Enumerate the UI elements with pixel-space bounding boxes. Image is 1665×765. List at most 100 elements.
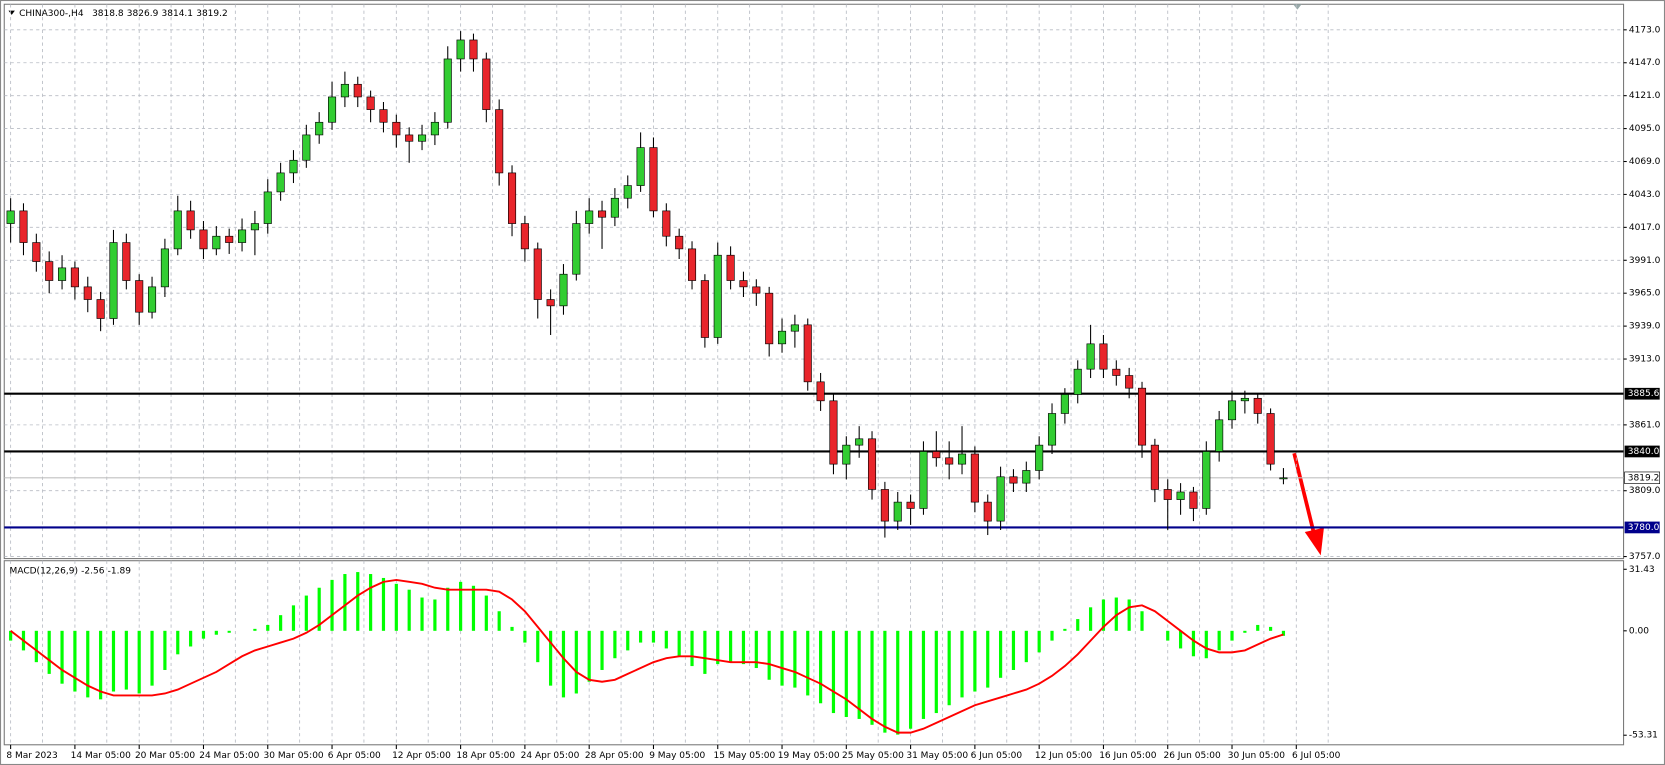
macd-bar: [1063, 628, 1067, 631]
macd-bar: [330, 579, 334, 631]
candle-body: [945, 457, 954, 465]
candle-body: [366, 96, 375, 110]
macd-bar: [703, 630, 707, 674]
macd-bar: [9, 630, 13, 641]
macd-bar: [1024, 630, 1028, 663]
candle-body: [109, 242, 118, 319]
macd-bar: [549, 630, 553, 686]
candle-body: [649, 147, 658, 212]
candle-body: [328, 96, 337, 123]
macd-bar: [253, 628, 257, 631]
macd-bar: [729, 630, 733, 663]
candle-body: [443, 58, 452, 123]
macd-bar: [1011, 630, 1016, 670]
candle-body: [893, 501, 902, 522]
candle-body: [842, 444, 851, 465]
candle-body: [726, 254, 735, 281]
header-part: 3818.8: [92, 8, 124, 18]
y-tick-label: 3991.0: [1629, 256, 1661, 266]
signal-value: -1.89: [108, 566, 132, 576]
macd-bar: [86, 630, 90, 698]
candle-body: [186, 210, 195, 231]
macd-bar: [1268, 626, 1273, 631]
candle-body: [559, 273, 568, 307]
macd-bar: [510, 626, 514, 631]
macd-bar: [1217, 630, 1221, 651]
macd-bar: [471, 585, 476, 631]
macd-bar: [934, 630, 938, 714]
macd-bar: [1037, 630, 1041, 653]
candle-body: [713, 254, 722, 338]
macd-bar: [960, 630, 964, 698]
header-part: 3814.1: [162, 8, 194, 18]
x-tick-label: 14 Mar 05:00: [71, 751, 131, 761]
macd-bar: [690, 630, 694, 667]
macd-bar: [343, 574, 347, 631]
macd-bar: [420, 597, 424, 631]
macd-bar: [819, 630, 823, 704]
macd-bar: [124, 630, 128, 690]
macd-bar: [1256, 624, 1260, 631]
macd-bar: [1230, 630, 1234, 641]
macd-bar: [1243, 630, 1247, 633]
x-tick-label: 12 Jun 05:00: [1035, 751, 1092, 761]
candle-body: [1150, 444, 1159, 490]
x-tick-label: 6 Jul 05:00: [1292, 751, 1341, 761]
level-label-box: [1624, 445, 1660, 458]
candle-body: [1163, 489, 1172, 500]
macd-bar: [163, 630, 167, 670]
candle-body: [289, 159, 298, 174]
candle-body: [276, 172, 285, 193]
macd-bar: [381, 577, 386, 631]
candle-body: [508, 172, 517, 224]
candle-body: [495, 109, 504, 174]
candle-body: [469, 39, 478, 60]
macd-bar: [999, 630, 1003, 678]
candle-body: [970, 453, 979, 503]
macd-bar: [909, 630, 913, 729]
macd-bar: [921, 630, 926, 719]
y-tick-label: 4147.0: [1629, 58, 1661, 68]
macd-bar: [317, 587, 321, 631]
macd-bar: [60, 630, 64, 684]
y-tick-label: 31.43: [1629, 565, 1655, 575]
y-tick-label: 4121.0: [1629, 91, 1661, 101]
y-tick-label: 3757.0: [1629, 552, 1661, 562]
collapse-icon[interactable]: [8, 10, 15, 15]
candle-body: [1035, 444, 1044, 471]
candle-body: [623, 185, 632, 199]
candle-body: [392, 121, 401, 136]
candle-body: [957, 453, 967, 465]
macd-bar: [227, 630, 231, 633]
macd-bar: [189, 630, 193, 647]
macd-bar: [214, 630, 218, 635]
y-tick-label: 3913.0: [1629, 355, 1661, 365]
candle-body: [135, 280, 144, 313]
macd-bar: [587, 630, 591, 682]
candle-body: [1060, 394, 1069, 414]
candle-body: [1279, 477, 1288, 480]
candle-body: [122, 242, 131, 281]
y-tick-label: 3965.0: [1629, 289, 1661, 299]
macd-bar: [1204, 630, 1208, 659]
candle-body: [765, 292, 774, 345]
macd-bar: [47, 630, 51, 674]
macd-bar: [561, 630, 566, 698]
candle-body: [687, 248, 697, 281]
x-tick-label: 8 Mar 2023: [6, 751, 58, 761]
candle-body: [418, 134, 427, 142]
candle-body: [546, 299, 555, 307]
candle-body: [173, 210, 182, 250]
candle-body: [315, 121, 324, 136]
macd-bar: [111, 630, 116, 692]
signal-line: [10, 578, 1284, 734]
macd-bar: [446, 587, 450, 631]
candle-body: [932, 451, 941, 459]
macd-bar: [201, 630, 206, 639]
x-tick-label: 6 Apr 05:00: [328, 751, 381, 761]
candle-body: [1125, 375, 1134, 389]
candle-body: [700, 280, 709, 338]
x-tick-label: 16 Jun 05:00: [1099, 751, 1156, 761]
